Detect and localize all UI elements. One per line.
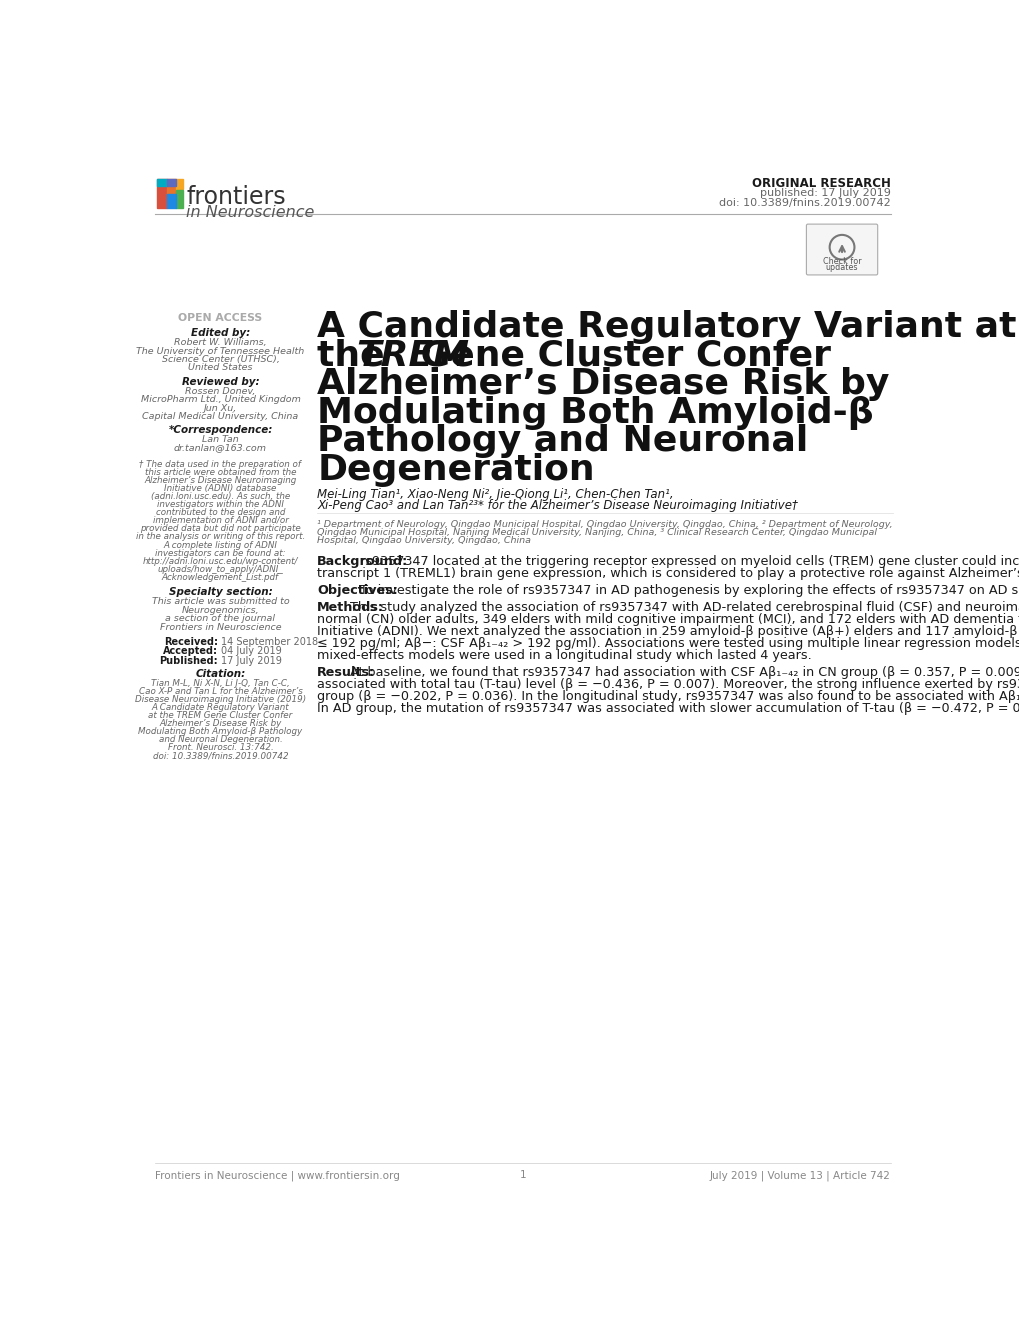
Text: Alzheimer’s Disease Neuroimaging: Alzheimer’s Disease Neuroimaging [145,475,297,485]
Text: Qingdao Municipal Hospital, Nanjing Medical University, Nanjing, China, ³ Clinic: Qingdao Municipal Hospital, Nanjing Medi… [317,527,876,537]
Text: Disease Neuroimaging Initiative (2019): Disease Neuroimaging Initiative (2019) [135,696,306,704]
Text: To investigate the role of rs9357347 in AD pathogenesis by exploring the effects: To investigate the role of rs9357347 in … [356,585,1019,597]
Text: dr.tanlan@163.com: dr.tanlan@163.com [174,443,267,453]
Text: At baseline, we found that rs9357347 had association with CSF Aβ₁₋₄₂ in CN group: At baseline, we found that rs9357347 had… [345,666,1019,680]
Text: ¹ Department of Neurology, Qingdao Municipal Hospital, Qingdao University, Qingd: ¹ Department of Neurology, Qingdao Munic… [317,519,892,529]
Text: the: the [317,339,397,372]
Text: Cao X-P and Tan L for the Alzheimer’s: Cao X-P and Tan L for the Alzheimer’s [139,688,302,696]
Text: TREM: TREM [356,339,469,372]
Text: investigators can be found at:: investigators can be found at: [155,549,285,558]
Text: Initiative (ADNI) database: Initiative (ADNI) database [164,485,276,493]
Text: *Correspondence:: *Correspondence: [168,425,272,435]
Text: Alzheimer’s Disease Risk by: Alzheimer’s Disease Risk by [317,367,889,402]
Text: group (β = −0.202, P = 0.036). In the longitudinal study, rs9357347 was also fou: group (β = −0.202, P = 0.036). In the lo… [317,690,1019,704]
Text: Science Center (UTHSC),: Science Center (UTHSC), [161,355,279,364]
Text: a section of the journal: a section of the journal [165,614,275,623]
Text: doi: 10.3389/fnins.2019.00742: doi: 10.3389/fnins.2019.00742 [153,752,288,761]
Text: this article were obtained from the: this article were obtained from the [145,467,296,477]
Text: Received:: Received: [164,637,218,647]
Text: Pathology and Neuronal: Pathology and Neuronal [317,425,808,458]
Text: Check for: Check for [822,256,860,266]
Text: July 2019 | Volume 13 | Article 742: July 2019 | Volume 13 | Article 742 [709,1171,890,1181]
Text: implementation of ADNI and/or: implementation of ADNI and/or [153,517,288,526]
Bar [157,179,167,208]
Text: 04 July 2019: 04 July 2019 [221,646,281,657]
Text: (adni.loni.usc.edu). As such, the: (adni.loni.usc.edu). As such, the [151,493,289,501]
Text: in Neuroscience: in Neuroscience [186,206,315,220]
Text: Lan Tan: Lan Tan [202,435,238,445]
Text: ORIGINAL RESEARCH: ORIGINAL RESEARCH [751,178,890,190]
Text: In AD group, the mutation of rs9357347 was associated with slower accumulation o: In AD group, the mutation of rs9357347 w… [317,702,1019,716]
Text: Results:: Results: [317,666,375,680]
Text: Tian M-L, Ni X-N, Li J-Q, Tan C-C,: Tian M-L, Ni X-N, Li J-Q, Tan C-C, [151,678,289,688]
Text: This article was submitted to: This article was submitted to [152,597,289,606]
Text: Hospital, Qingdao University, Qingdao, China: Hospital, Qingdao University, Qingdao, C… [317,535,531,545]
Text: Specialty section:: Specialty section: [168,587,272,597]
Text: updates: updates [825,263,857,272]
Text: provided data but did not participate: provided data but did not participate [140,525,301,534]
Text: 14 September 2018: 14 September 2018 [221,637,318,647]
Text: published: 17 July 2019: published: 17 July 2019 [759,188,890,198]
Text: 1: 1 [519,1171,526,1180]
Text: Frontiers in Neuroscience: Frontiers in Neuroscience [160,622,281,631]
Text: Gene Cluster Confer: Gene Cluster Confer [408,339,830,372]
Text: Methods:: Methods: [317,601,384,614]
Text: associated with total tau (T-tau) level (β = −0.436, P = 0.007). Moreover, the s: associated with total tau (T-tau) level … [317,678,1019,692]
FancyBboxPatch shape [806,224,876,275]
Text: Xi-Peng Cao³ and Lan Tan²³* for the Alzheimer’s Disease Neuroimaging Initiative†: Xi-Peng Cao³ and Lan Tan²³* for the Alzh… [317,499,798,513]
Text: doi: 10.3389/fnins.2019.00742: doi: 10.3389/fnins.2019.00742 [718,198,890,208]
Text: Alzheimer’s Disease Risk by: Alzheimer’s Disease Risk by [159,720,281,728]
Text: in the analysis or writing of this report.: in the analysis or writing of this repor… [136,533,305,542]
Text: Modulating Both Amyloid-β: Modulating Both Amyloid-β [317,395,873,430]
Bar [175,190,183,208]
Text: The University of Tennessee Health: The University of Tennessee Health [137,347,305,355]
Text: A Candidate Regulatory Variant at: A Candidate Regulatory Variant at [317,310,1016,344]
Text: Rossen Donev,: Rossen Donev, [185,387,256,395]
Text: This study analyzed the association of rs9357347 with AD-related cerebrospinal f: This study analyzed the association of r… [345,601,1019,614]
Bar [167,194,175,208]
Text: Neurogenomics,: Neurogenomics, [181,606,259,614]
Text: United States: United States [189,363,253,372]
Text: rs9357347 located at the triggering receptor expressed on myeloid cells (TREM) g: rs9357347 located at the triggering rece… [356,555,1019,567]
Text: A complete listing of ADNI: A complete listing of ADNI [163,541,277,550]
Text: Jun Xu,: Jun Xu, [204,403,236,413]
Text: investigators within the ADNI: investigators within the ADNI [157,501,283,509]
Text: ≤ 192 pg/ml; Aβ−: CSF Aβ₁₋₄₂ > 192 pg/ml). Associations were tested using multip: ≤ 192 pg/ml; Aβ−: CSF Aβ₁₋₄₂ > 192 pg/ml… [317,637,1019,650]
Bar [167,179,175,187]
Text: mixed-effects models were used in a longitudinal study which lasted 4 years.: mixed-effects models were used in a long… [317,649,811,662]
Text: http://adni.loni.usc.edu/wp-content/: http://adni.loni.usc.edu/wp-content/ [143,557,298,566]
Bar [167,179,175,194]
Text: at the TREM Gene Cluster Confer: at the TREM Gene Cluster Confer [148,712,292,720]
Text: and Neuronal Degeneration.: and Neuronal Degeneration. [159,736,282,745]
Text: Robert W. Williams,: Robert W. Williams, [174,338,267,347]
Text: Citation:: Citation: [196,669,246,678]
Text: Initiative (ADNI). We next analyzed the association in 259 amyloid-β positive (A: Initiative (ADNI). We next analyzed the … [317,625,1019,638]
Text: transcript 1 (TREML1) brain gene expression, which is considered to play a prote: transcript 1 (TREML1) brain gene express… [317,567,1019,579]
Text: frontiers: frontiers [186,186,285,210]
Text: 17 July 2019: 17 July 2019 [221,655,282,666]
Text: uploads/how_to_apply/ADNI_: uploads/how_to_apply/ADNI_ [158,565,283,574]
Text: Acknowledgement_List.pdf: Acknowledgement_List.pdf [162,573,279,582]
Bar [157,179,167,187]
Text: Background:: Background: [317,555,409,567]
Text: normal (CN) older adults, 349 elders with mild cognitive impairment (MCI), and 1: normal (CN) older adults, 349 elders wit… [317,613,1019,626]
Text: MicroPharm Ltd., United Kingdom: MicroPharm Ltd., United Kingdom [141,395,301,405]
Text: contributed to the design and: contributed to the design and [156,509,285,517]
Text: Frontiers in Neuroscience | www.frontiersin.org: Frontiers in Neuroscience | www.frontier… [155,1171,399,1181]
Text: Reviewed by:: Reviewed by: [181,376,259,387]
Text: Capital Medical University, China: Capital Medical University, China [143,413,299,421]
Text: † The data used in the preparation of: † The data used in the preparation of [140,459,302,469]
Text: Degeneration: Degeneration [317,453,594,487]
Text: Objectives:: Objectives: [317,585,397,597]
Text: OPEN ACCESS: OPEN ACCESS [178,312,262,323]
Bar [175,179,183,188]
Text: Mei-Ling Tian¹, Xiao-Neng Ni², Jie-Qiong Li¹, Chen-Chen Tan¹,: Mei-Ling Tian¹, Xiao-Neng Ni², Jie-Qiong… [317,489,674,501]
Text: Published:: Published: [159,655,218,666]
Text: Modulating Both Amyloid-β Pathology: Modulating Both Amyloid-β Pathology [139,728,303,737]
Text: Front. Neurosci. 13:742.: Front. Neurosci. 13:742. [167,744,273,753]
Text: A Candidate Regulatory Variant: A Candidate Regulatory Variant [152,704,289,712]
Text: Edited by:: Edited by: [191,328,250,338]
Text: Accepted:: Accepted: [163,646,218,657]
